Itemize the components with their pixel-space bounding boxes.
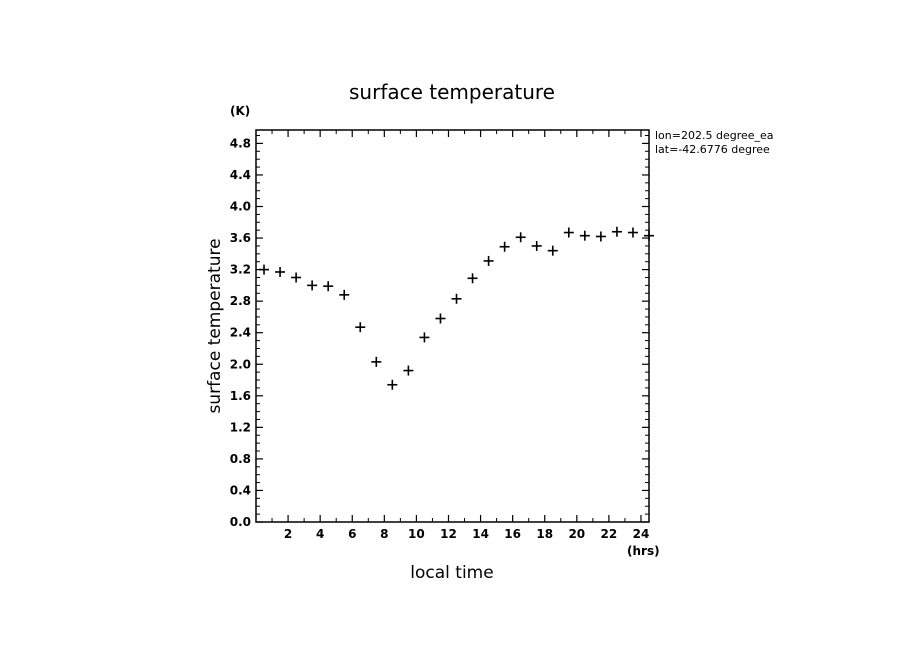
data-point — [323, 281, 334, 292]
x-tick-label: 24 — [633, 527, 650, 541]
y-tick-label: 2.0 — [230, 357, 251, 371]
y-tick-label: 2.4 — [230, 326, 251, 340]
y-tick-label: 4.8 — [230, 136, 251, 150]
data-point — [339, 289, 350, 300]
x-tick-label: 14 — [472, 527, 489, 541]
y-tick-label: 1.2 — [230, 420, 251, 434]
y-tick-labels: 0.0 0.4 0.8 1.2 1.6 2.0 2.4 2.8 3.2 3.6 4.0 4.4 4.8 — [230, 136, 251, 529]
x-tick-label: 18 — [536, 527, 553, 541]
data-point — [563, 227, 574, 238]
data-point — [547, 245, 558, 256]
y-tick-label: 3.6 — [230, 231, 251, 245]
x-tick-label: 22 — [601, 527, 618, 541]
data-point — [355, 322, 366, 333]
chart-title: surface temperature — [349, 80, 555, 104]
y-tick-label: 0.4 — [230, 483, 251, 497]
data-point — [499, 241, 510, 252]
data-point — [595, 231, 606, 242]
y-tick-label: 0.8 — [230, 452, 251, 466]
data-point — [275, 266, 286, 277]
data-point — [531, 240, 542, 251]
x-unit-label: (hrs) — [627, 544, 660, 558]
y-tick-label: 1.6 — [230, 389, 251, 403]
y-tick-label: 2.8 — [230, 294, 251, 308]
plot-frame — [255, 129, 650, 523]
data-point — [259, 264, 270, 275]
data-point — [291, 272, 302, 283]
y-tick-label: 4.0 — [230, 200, 251, 214]
x-tick-label: 2 — [284, 527, 292, 541]
data-point — [515, 232, 526, 243]
axis-ticks — [256, 130, 649, 523]
x-tick-label: 4 — [316, 527, 324, 541]
data-point — [467, 273, 478, 284]
data-point — [611, 226, 622, 237]
data-point — [451, 293, 462, 304]
y-unit-label: (K) — [230, 104, 250, 118]
annotation-lat: lat=-42.6776 degree — [655, 143, 770, 156]
x-tick-label: 10 — [408, 527, 425, 541]
y-tick-label: 3.2 — [230, 263, 251, 277]
data-point — [435, 313, 446, 324]
data-point — [483, 255, 494, 266]
data-points — [259, 226, 654, 390]
annotation-lon: lon=202.5 degree_ea — [655, 129, 774, 142]
x-tick-labels: 2 4 6 8 10 12 14 16 18 20 22 24 — [284, 527, 649, 541]
annotation-clip-mask — [779, 125, 904, 165]
y-tick-label: 0.0 — [230, 515, 251, 529]
x-tick-label: 16 — [504, 527, 521, 541]
data-point — [579, 230, 590, 241]
data-point — [371, 356, 382, 367]
data-point — [387, 379, 398, 390]
y-tick-label: 4.4 — [230, 168, 251, 182]
y-axis-label: surface temperature — [205, 238, 225, 413]
x-tick-label: 8 — [380, 527, 388, 541]
data-point — [627, 227, 638, 238]
x-tick-label: 12 — [440, 527, 457, 541]
data-point — [419, 332, 430, 343]
data-point — [644, 230, 654, 241]
data-point — [307, 280, 318, 291]
data-point — [403, 365, 414, 376]
x-tick-label: 20 — [568, 527, 585, 541]
x-axis-label: local time — [410, 563, 493, 583]
x-tick-label: 6 — [348, 527, 356, 541]
